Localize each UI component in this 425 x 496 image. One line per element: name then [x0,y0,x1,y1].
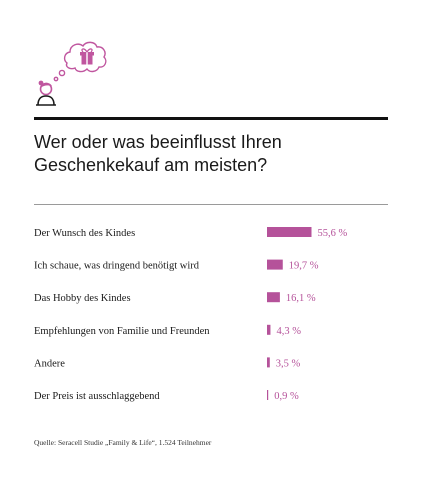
value-label: 16,1 % [286,293,316,304]
category-label: Der Wunsch des Kindes [34,228,135,239]
value-label: 19,7 % [289,261,319,272]
bar [267,292,280,303]
bar [267,324,271,335]
divider-rule [34,204,388,205]
gift-thought-illustration [36,41,107,106]
chart-title: Wer oder was beeinflusst Ihren Geschenke… [34,132,282,175]
source-note: Quelle: Seracell Studie „Family & Life“,… [34,438,212,447]
value-label: 3,5 % [276,358,301,369]
bar [267,227,312,237]
gift-icon [80,48,94,65]
top-rule [34,117,388,120]
value-label: 4,3 % [276,326,301,337]
value-label: 55,6 % [318,228,348,239]
category-label: Der Preis ist ausschlaggebend [34,391,160,402]
bar [267,357,270,368]
category-label: Andere [34,358,65,369]
thought-bubble-icon [53,41,107,82]
bar [267,259,283,270]
category-label: Das Hobby des Kindes [34,293,131,304]
category-label: Empfehlungen von Familie und Freunden [34,326,210,337]
person-icon [36,80,56,106]
bar [267,390,269,400]
value-label: 0,9 % [274,391,299,402]
category-label: Ich schaue, was dringend benötigt wird [34,261,200,272]
